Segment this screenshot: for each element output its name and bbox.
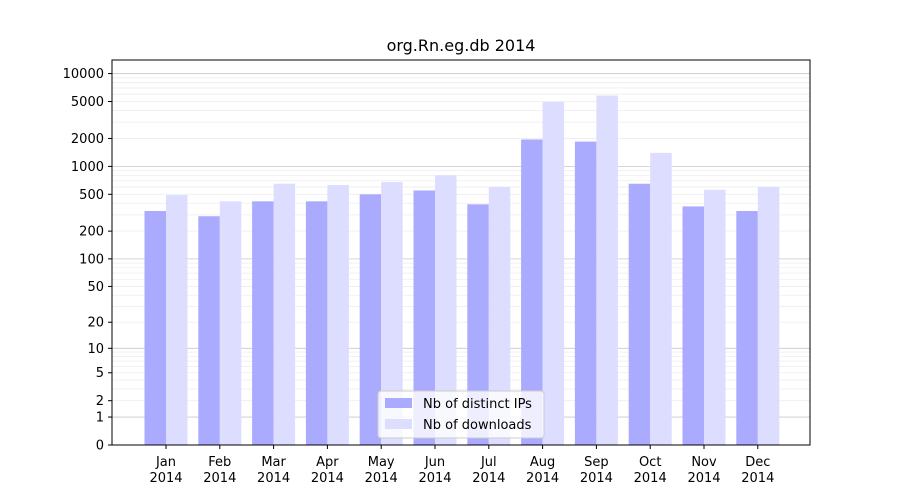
bar-downloads: [596, 95, 618, 445]
bar-distinct-ips: [521, 139, 543, 445]
y-tick-label: 5000: [71, 95, 104, 110]
bar-downloads: [542, 101, 565, 445]
bar-downloads: [757, 186, 780, 445]
y-tick-label: 1000: [71, 160, 104, 175]
chart-title: org.Rn.eg.db 2014: [387, 36, 536, 55]
y-tick-label: 100: [79, 252, 104, 267]
y-tick-label: 10: [87, 342, 104, 357]
bar-downloads: [273, 183, 296, 445]
bar-distinct-ips: [628, 183, 651, 445]
y-tick-label: 0: [96, 439, 104, 454]
bar-distinct-ips: [252, 201, 274, 445]
bar-downloads: [219, 201, 242, 445]
bars: [144, 95, 780, 446]
x-tick-label: Jun 2014: [418, 455, 451, 486]
x-tick-label: Apr 2014: [311, 455, 344, 486]
y-tick-label: 1: [96, 411, 104, 426]
x-tick-label: Nov 2014: [687, 455, 720, 486]
x-tick-label: Jul 2014: [472, 455, 505, 486]
bar-distinct-ips: [198, 216, 220, 445]
legend-label-downloads: Nb of downloads: [423, 418, 532, 433]
y-axis: 0 1 2 5 10 20 50 100 200 500 1000 2000 5000 10000: [63, 67, 112, 454]
x-tick-label: Mar 2014: [257, 455, 290, 486]
legend-swatch-distinct-ips: [385, 398, 412, 408]
bar-distinct-ips: [359, 194, 382, 445]
bar-distinct-ips: [574, 141, 597, 445]
bar-downloads: [650, 152, 672, 445]
bar-distinct-ips: [305, 201, 328, 445]
legend-label-distinct-ips: Nb of distinct IPs: [423, 397, 532, 412]
x-tick-label: Feb 2014: [203, 455, 236, 486]
bar-downloads: [704, 189, 726, 445]
bar-distinct-ips: [682, 206, 704, 445]
bar-downloads: [327, 184, 349, 445]
bar-downloads: [381, 181, 403, 446]
legend: Nb of distinct IPs Nb of downloads: [377, 390, 545, 439]
x-tick-label: Jan 2014: [149, 455, 182, 486]
bar-distinct-ips: [144, 211, 166, 445]
x-tick-label: Dec 2014: [741, 455, 774, 486]
x-tick-label: May 2014: [365, 455, 398, 486]
plot-frame: [111, 59, 811, 446]
y-tick-label: 5: [96, 366, 104, 381]
bar-distinct-ips: [736, 211, 758, 445]
x-tick-label: Sep 2014: [580, 455, 613, 486]
bar-downloads: [166, 195, 188, 445]
bar-distinct-ips: [467, 204, 489, 445]
bar-downloads: [435, 175, 457, 445]
bar-downloads: [488, 186, 511, 445]
y-tick-label: 500: [79, 188, 104, 203]
legend-swatch-downloads: [385, 419, 412, 429]
y-tick-label: 10000: [63, 67, 104, 82]
legend-box: [377, 390, 545, 439]
x-axis: Jan 2014 Feb 2014 Mar 2014 Apr 2014 May 2014 Jun 20…: [149, 445, 774, 486]
y-tick-label: 2000: [71, 132, 104, 147]
x-tick-label: Aug 2014: [526, 455, 559, 486]
y-tick-label: 2: [96, 394, 104, 409]
y-tick-label: 200: [79, 225, 104, 240]
y-tick-label: 20: [87, 316, 104, 331]
bar-distinct-ips: [413, 190, 435, 445]
y-tick-label: 50: [87, 280, 104, 295]
x-tick-label: Oct 2014: [634, 455, 667, 486]
